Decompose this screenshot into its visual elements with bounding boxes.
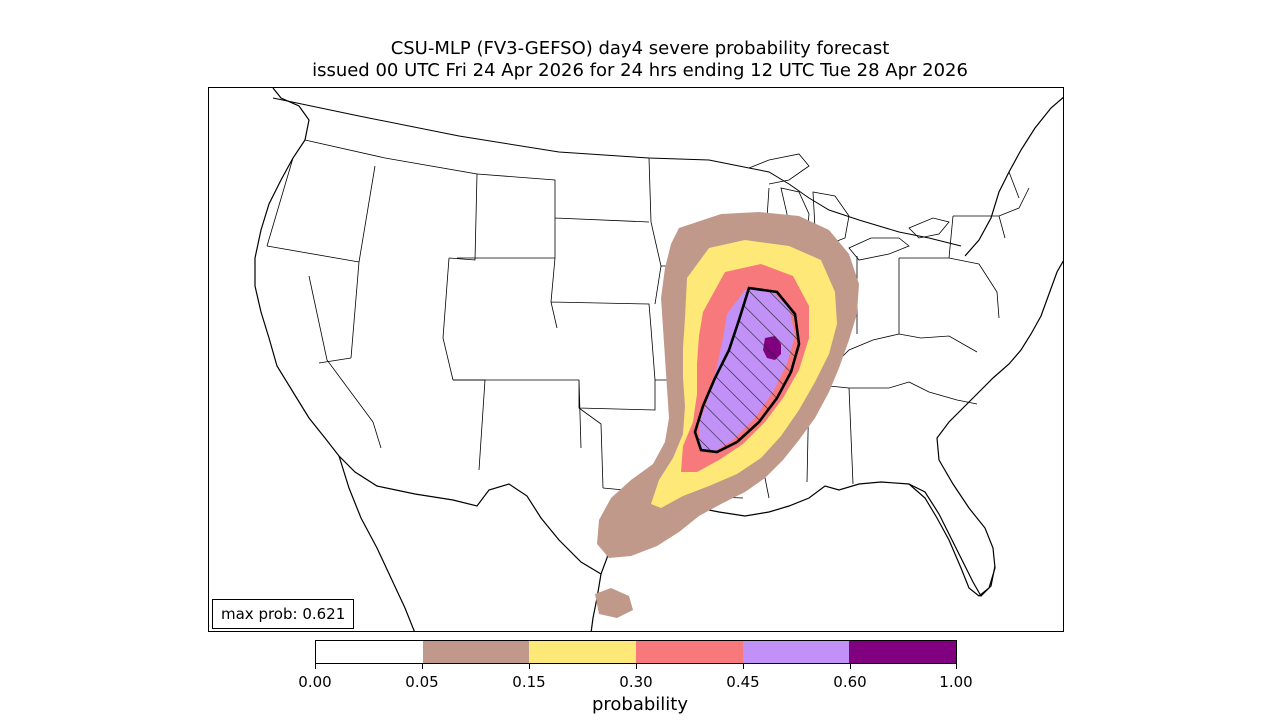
- colorbar-seg-1: [422, 641, 530, 663]
- colorbar-ticklabel-0: 0.00: [298, 673, 332, 691]
- colorbar: [315, 640, 957, 664]
- colorbar-tick-4: [743, 664, 744, 669]
- map-panel: [208, 87, 1064, 632]
- colorbar-ticklabel-1: 0.05: [405, 673, 439, 691]
- mexico-gulf-coast: [590, 573, 602, 631]
- colorbar-seg-4: [742, 641, 850, 663]
- colorbar-seg-3: [636, 641, 743, 663]
- significant-severe-hatch: [693, 286, 801, 454]
- us-northeast-coast: [964, 96, 1063, 257]
- colorbar-ticklabel-5: 0.60: [833, 673, 867, 691]
- baja-coast: [338, 455, 415, 631]
- colorbar-seg-2: [529, 641, 637, 663]
- colorbar-tick-0: [315, 664, 316, 669]
- colorbar-ticklabel-3: 0.30: [619, 673, 653, 691]
- title-line-2: issued 00 UTC Fri 24 Apr 2026 for 24 hrs…: [312, 60, 968, 81]
- colorbar-label: probability: [591, 694, 689, 715]
- colorbar-seg-5: [849, 641, 957, 663]
- colorbar-ticklabel-6: 1.00: [939, 673, 973, 691]
- title-line-1: CSU-MLP (FV3-GEFSO) day4 severe probabil…: [390, 38, 890, 59]
- colorbar-tick-6: [956, 664, 957, 669]
- colorbar-ticklabel-2: 0.15: [512, 673, 546, 691]
- canada-border: [272, 97, 962, 247]
- colorbar-tick-2: [529, 664, 530, 669]
- colorbar-tick-5: [850, 664, 851, 669]
- colorbar-tick-3: [636, 664, 637, 669]
- max-prob-box: max prob: 0.621: [212, 599, 355, 629]
- colorbar-ticklabel-4: 0.45: [726, 673, 760, 691]
- colorbar-tick-1: [422, 664, 423, 669]
- state-boundaries: [266, 139, 1030, 499]
- colorbar-seg-0: [316, 641, 423, 663]
- map-svg: [254, 88, 1063, 631]
- prob-contour-0.05-south: [595, 588, 633, 618]
- florida-coast: [908, 483, 996, 597]
